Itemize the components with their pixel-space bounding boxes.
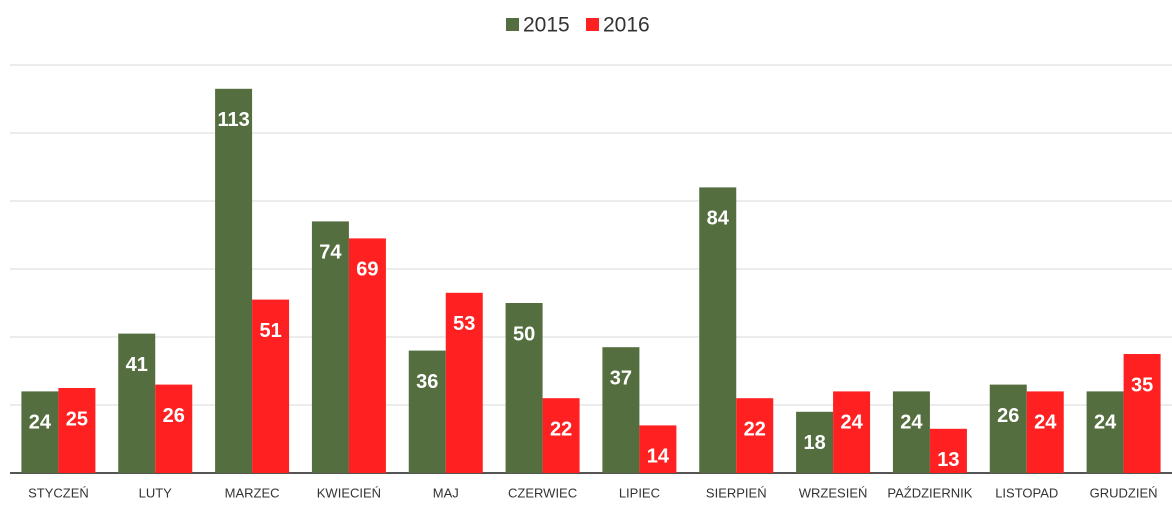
bar: [736, 398, 774, 473]
data-label: 50: [513, 323, 535, 345]
bar: [1123, 354, 1161, 473]
legend-label: 2015: [523, 14, 570, 37]
bar: [252, 299, 290, 473]
data-label: 26: [997, 405, 1019, 427]
x-tick-label: LIPIEC: [619, 485, 660, 500]
bar: [21, 391, 59, 473]
data-label: 69: [356, 259, 378, 281]
x-tick-label: SIERPIEŃ: [706, 485, 767, 500]
legend-swatch: [506, 18, 519, 31]
bar: [408, 350, 446, 473]
data-label: 14: [647, 446, 670, 468]
data-label: 51: [259, 320, 281, 342]
x-tick-label: WRZESIEŃ: [799, 485, 868, 500]
data-label: 22: [550, 418, 572, 440]
data-label: 26: [163, 405, 185, 427]
bar: [833, 391, 871, 473]
data-label: 24: [1094, 412, 1117, 434]
bar: [155, 384, 193, 473]
bar: [348, 238, 386, 473]
data-label: 18: [803, 432, 825, 454]
bar: [699, 187, 737, 473]
bar: [639, 425, 677, 473]
x-tick-label: LUTY: [139, 485, 173, 500]
data-label: 22: [744, 418, 766, 440]
x-tick-label: STYCZEŃ: [28, 485, 89, 500]
bar: [929, 428, 967, 473]
data-label: 36: [416, 371, 438, 393]
bar: [445, 292, 483, 473]
x-tick-label: MAJ: [433, 485, 459, 500]
data-label: 53: [453, 313, 475, 335]
bar: [1086, 391, 1124, 473]
data-label: 13: [937, 449, 959, 471]
bar: [118, 333, 156, 473]
x-tick-label: LISTOPAD: [995, 485, 1058, 500]
data-label: 24: [29, 412, 52, 434]
x-tick-label: MARZEC: [225, 485, 280, 500]
data-label: 24: [900, 412, 923, 434]
bar: [542, 398, 580, 473]
bar: [311, 221, 349, 473]
data-label: 113: [217, 109, 249, 131]
data-label: 24: [840, 412, 863, 434]
bar: [58, 388, 96, 473]
legend-swatch: [586, 18, 599, 31]
data-label: 74: [319, 242, 342, 264]
data-label: 84: [707, 208, 730, 230]
bar: [602, 347, 640, 473]
legend-label: 2016: [603, 14, 650, 37]
x-tick-label: GRUDZIEŃ: [1090, 485, 1158, 500]
data-label: 25: [66, 408, 88, 430]
bar: [1026, 391, 1064, 473]
x-tick-label: CZERWIEC: [508, 485, 577, 500]
bar: [892, 391, 930, 473]
bar: [796, 411, 834, 473]
x-tick-label: KWIECIEŃ: [317, 485, 381, 500]
data-label: 37: [610, 367, 632, 389]
data-label: 24: [1034, 412, 1057, 434]
x-tick-label: PAŹDZIERNIK: [887, 485, 972, 500]
data-label: 41: [126, 354, 148, 376]
bar: [505, 303, 543, 473]
bar: [215, 88, 253, 474]
bar: [989, 384, 1027, 473]
data-label: 35: [1131, 374, 1153, 396]
